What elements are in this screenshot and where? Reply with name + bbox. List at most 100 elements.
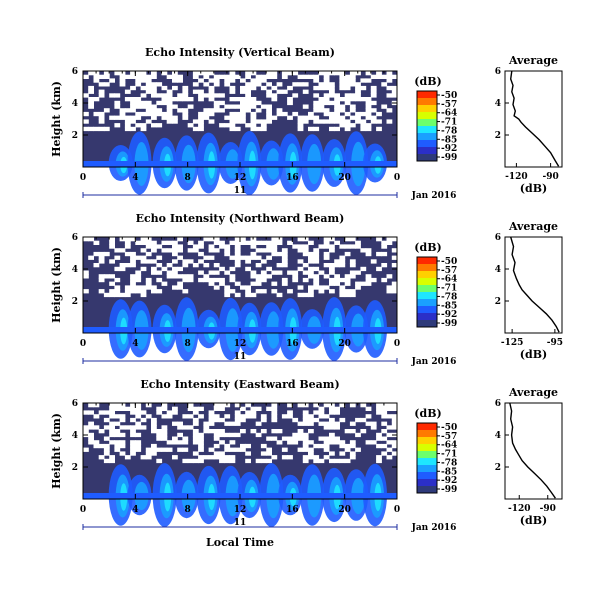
clear-cell <box>292 274 299 279</box>
clear-cell <box>250 414 257 419</box>
colorbar-segment <box>417 278 437 286</box>
clear-cell <box>192 126 199 132</box>
clear-cell <box>318 414 325 419</box>
clear-cell <box>166 240 173 245</box>
clear-cell <box>250 100 257 106</box>
clear-cell <box>172 78 178 83</box>
clear-cell <box>145 285 152 290</box>
clear-cell <box>166 263 173 268</box>
clear-cell <box>124 285 131 290</box>
clear-cell <box>386 440 393 445</box>
clear-cell <box>240 240 246 245</box>
clear-cell <box>260 458 267 464</box>
colorbar-unit: (dB) <box>414 241 441 254</box>
clear-cell <box>391 289 398 294</box>
clear-cell <box>229 455 236 460</box>
clear-cell <box>109 237 115 242</box>
clear-cell <box>88 237 94 242</box>
clear-cell <box>114 429 121 434</box>
clear-cell <box>135 104 142 109</box>
panel-3: Echo Intensity (Eastward Beam) 2 4 6 Height … <box>50 378 563 549</box>
clear-cell <box>198 93 204 98</box>
clear-cell <box>266 71 272 76</box>
average-x-tick-label: -95 <box>547 338 563 348</box>
clear-cell <box>130 263 136 268</box>
y-tick-label: 2 <box>72 131 78 141</box>
clear-cell <box>93 74 100 79</box>
clear-cell <box>302 119 309 124</box>
clear-cell <box>344 443 351 449</box>
clear-cell <box>297 115 304 120</box>
clear-cell <box>391 425 398 430</box>
clear-cell <box>208 93 215 98</box>
clear-cell <box>145 108 152 113</box>
clear-cell <box>98 89 105 94</box>
average-frame <box>504 70 563 168</box>
clear-cell <box>323 100 330 106</box>
clear-cell <box>88 432 94 438</box>
clear-cell <box>365 274 372 279</box>
clear-cell <box>334 274 340 279</box>
clear-cell <box>119 414 126 419</box>
clear-cell <box>391 74 398 79</box>
clear-cell <box>339 443 346 449</box>
clear-cell <box>203 421 210 426</box>
clear-cell <box>93 263 100 268</box>
clear-cell <box>203 115 210 120</box>
colorbar-segment <box>417 285 437 293</box>
clear-cell <box>98 443 105 449</box>
clear-cell <box>166 108 173 113</box>
colorbar-segment <box>417 458 437 466</box>
clear-cell <box>177 255 183 260</box>
clear-cell <box>323 237 330 242</box>
clear-cell <box>130 108 136 113</box>
clear-cell <box>224 421 231 426</box>
clear-cell <box>313 274 320 279</box>
clear-cell <box>114 443 121 449</box>
clear-cell <box>182 263 189 268</box>
clear-cell <box>297 403 304 408</box>
clear-cell <box>203 263 210 268</box>
clear-cell <box>276 251 283 257</box>
average-y-tick-label: 4 <box>495 431 501 441</box>
clear-cell <box>271 455 278 460</box>
clear-cell <box>151 289 157 294</box>
clear-cell <box>313 277 320 283</box>
clear-cell <box>229 266 236 272</box>
clear-cell <box>344 281 351 286</box>
clear-cell <box>130 104 136 109</box>
clear-cell <box>355 270 361 275</box>
clear-cell <box>151 82 157 87</box>
clear-cell <box>161 266 168 272</box>
clear-cell <box>114 100 121 106</box>
clear-cell <box>229 74 236 79</box>
clear-cell <box>355 285 361 290</box>
clear-cell <box>266 82 272 87</box>
clear-cell <box>339 277 346 283</box>
clear-cell <box>88 425 94 430</box>
average-x-tick-label: -125 <box>501 338 524 348</box>
clear-cell <box>187 403 194 408</box>
clear-cell <box>145 281 152 286</box>
y-tick-label: 2 <box>72 463 78 473</box>
clear-cell <box>83 74 89 79</box>
clear-cell <box>266 451 272 456</box>
clear-cell <box>266 108 272 113</box>
clear-cell <box>192 119 199 124</box>
clear-cell <box>219 93 225 98</box>
clear-cell <box>281 89 288 94</box>
clear-cell <box>119 78 126 83</box>
clear-cell <box>166 97 173 102</box>
clear-cell <box>323 421 330 426</box>
clear-cell <box>365 440 372 445</box>
clear-cell <box>255 289 262 294</box>
clear-cell <box>187 248 194 253</box>
clear-cell <box>308 266 314 272</box>
clear-cell <box>245 410 251 415</box>
clear-cell <box>161 403 168 408</box>
clear-cell <box>109 93 115 98</box>
clear-cell <box>297 429 304 434</box>
clear-cell <box>156 82 163 87</box>
clear-cell <box>250 406 257 411</box>
clear-cell <box>334 421 340 426</box>
